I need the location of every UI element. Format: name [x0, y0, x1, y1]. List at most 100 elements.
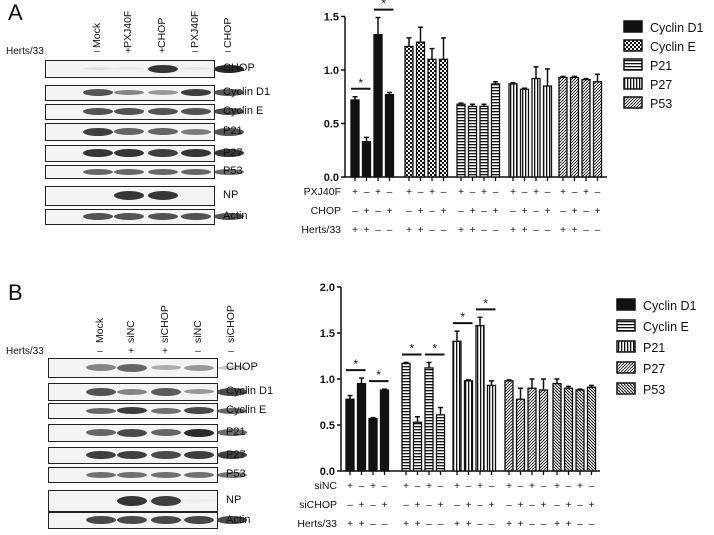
legend-label: P53 [643, 383, 665, 397]
condition-sign: + [560, 187, 566, 198]
blot-row-label: NP [226, 494, 242, 506]
protein-band [214, 89, 244, 96]
condition-sign: + [560, 225, 566, 236]
blot-strip-p27 [45, 145, 244, 162]
protein-band [83, 168, 113, 175]
blot-row-label: P21 [226, 426, 246, 438]
protein-band [214, 127, 244, 136]
condition-sign: + [554, 481, 560, 492]
blot-row-label: P21 [223, 125, 243, 137]
protein-band [217, 451, 247, 459]
condition-sign: – [477, 519, 483, 530]
bar [401, 362, 411, 472]
significance-star: * [432, 341, 437, 355]
bar [552, 382, 562, 472]
condition-sign: + [382, 500, 388, 511]
protein-band [184, 451, 214, 459]
bar [361, 141, 372, 178]
protein-band [117, 516, 147, 524]
condition-sign: + [359, 500, 365, 511]
protein-band [114, 168, 144, 175]
herts-label: Herts/33 [6, 346, 44, 357]
protein-band [217, 516, 247, 524]
bar [435, 414, 446, 472]
protein-band [86, 429, 116, 436]
legend-swatch [616, 340, 636, 353]
blot-row-label: P53 [223, 165, 243, 177]
protein-band [184, 516, 214, 524]
protein-band [83, 89, 113, 96]
blot-strip-cyclin-d1 [48, 383, 247, 401]
blot-strip-p53 [48, 467, 247, 483]
condition-sign: – [382, 519, 388, 530]
bar [350, 99, 360, 178]
protein-band [151, 365, 181, 370]
protein-band [184, 389, 214, 394]
protein-band [181, 213, 211, 220]
condition-sign: + [566, 500, 572, 511]
protein-band [83, 67, 113, 70]
condition-sign: + [387, 206, 393, 217]
condition-sign: + [364, 206, 370, 217]
protein-band [83, 127, 113, 136]
legend-swatch [623, 39, 643, 52]
condition-sign: + [518, 500, 524, 511]
herts-sign: – [225, 46, 231, 57]
bar [368, 417, 378, 472]
condition-sign: – [470, 187, 476, 198]
bar [569, 76, 580, 178]
condition-sign: + [533, 187, 539, 198]
bar [563, 387, 574, 472]
bar [404, 45, 414, 178]
protein-band [181, 168, 211, 175]
protein-band [148, 108, 178, 115]
bar [519, 88, 530, 178]
condition-sign: – [382, 481, 388, 492]
protein-band [184, 407, 214, 414]
blot-strip-actin [48, 512, 247, 529]
herts-sign: – [94, 46, 100, 57]
legend-label: P53 [650, 97, 672, 111]
condition-sign: – [352, 206, 358, 217]
condition-sign: + [506, 519, 512, 530]
significance-star: * [483, 296, 488, 310]
protein-band [217, 387, 247, 396]
condition-sign: – [493, 187, 499, 198]
herts-sign: – [97, 346, 103, 357]
condition-sign: + [466, 519, 472, 530]
condition-sign: – [577, 500, 583, 511]
condition-sign: – [387, 225, 393, 236]
protein-band [181, 149, 211, 157]
herts-sign: – [192, 46, 198, 57]
condition-sign: + [352, 187, 358, 198]
herts-label: Herts/33 [6, 46, 44, 57]
legend-swatch [623, 20, 643, 33]
y-tick-label: 0.5 [324, 119, 339, 131]
condition-sign: – [506, 500, 512, 511]
protein-band [151, 471, 181, 478]
bar [373, 34, 383, 178]
blot-row-label: Cyclin D1 [226, 385, 274, 397]
legend-swatch [616, 298, 636, 311]
blot-strip-actin [45, 209, 244, 225]
protein-band [181, 108, 211, 115]
legend-label: P21 [650, 59, 672, 73]
bar [475, 324, 485, 472]
condition-sign: – [493, 225, 499, 236]
legend-swatch [616, 382, 636, 395]
blot-strip-cyclin-e [48, 403, 247, 419]
condition-sign: + [470, 225, 476, 236]
bar [463, 380, 474, 472]
protein-band [151, 516, 181, 524]
protein-band [217, 471, 247, 478]
bar-chart-a: 0.00.51.01.5**PXJ40F + – + – + – + – + – + – + – + – + – + –… [301, 0, 703, 236]
bar [504, 380, 514, 472]
condition-sign: – [545, 225, 551, 236]
blot-row-label: Cyclin E [226, 404, 267, 416]
condition-sign: + [375, 187, 381, 198]
bar [424, 367, 434, 472]
blot-row-label: P53 [226, 468, 246, 480]
condition-sign: – [359, 481, 365, 492]
protein-band [181, 89, 211, 96]
